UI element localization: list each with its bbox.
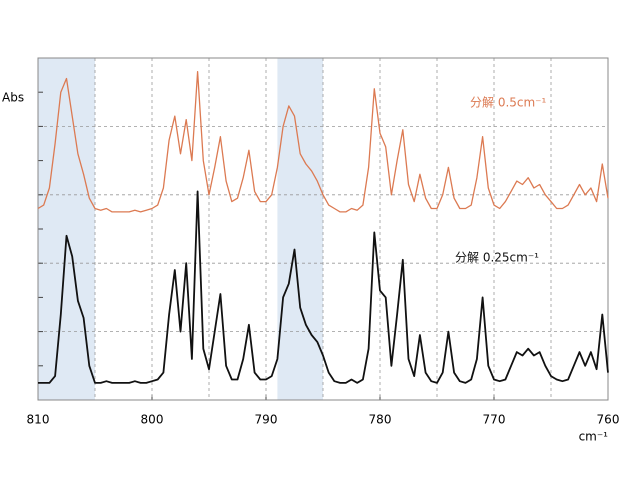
spectrum-line <box>37 71 609 213</box>
x-axis-title: cm⁻¹ <box>579 430 609 444</box>
series-label: 分解 0.25cm⁻¹ <box>455 251 539 265</box>
series-label: 分解 0.5cm⁻¹ <box>470 96 547 110</box>
highlight-band <box>277 58 323 400</box>
x-tick-label: 780 <box>369 413 392 427</box>
y-axis-title: Abs <box>2 91 24 105</box>
x-tick-label: 770 <box>483 413 506 427</box>
spectrum-line <box>38 190 609 384</box>
x-tick-label: 760 <box>597 413 620 427</box>
x-tick-label: 790 <box>255 413 278 427</box>
highlight-band <box>38 58 95 400</box>
plot-frame <box>37 57 609 401</box>
x-tick-label: 810 <box>27 413 50 427</box>
x-tick-label: 800 <box>141 413 164 427</box>
